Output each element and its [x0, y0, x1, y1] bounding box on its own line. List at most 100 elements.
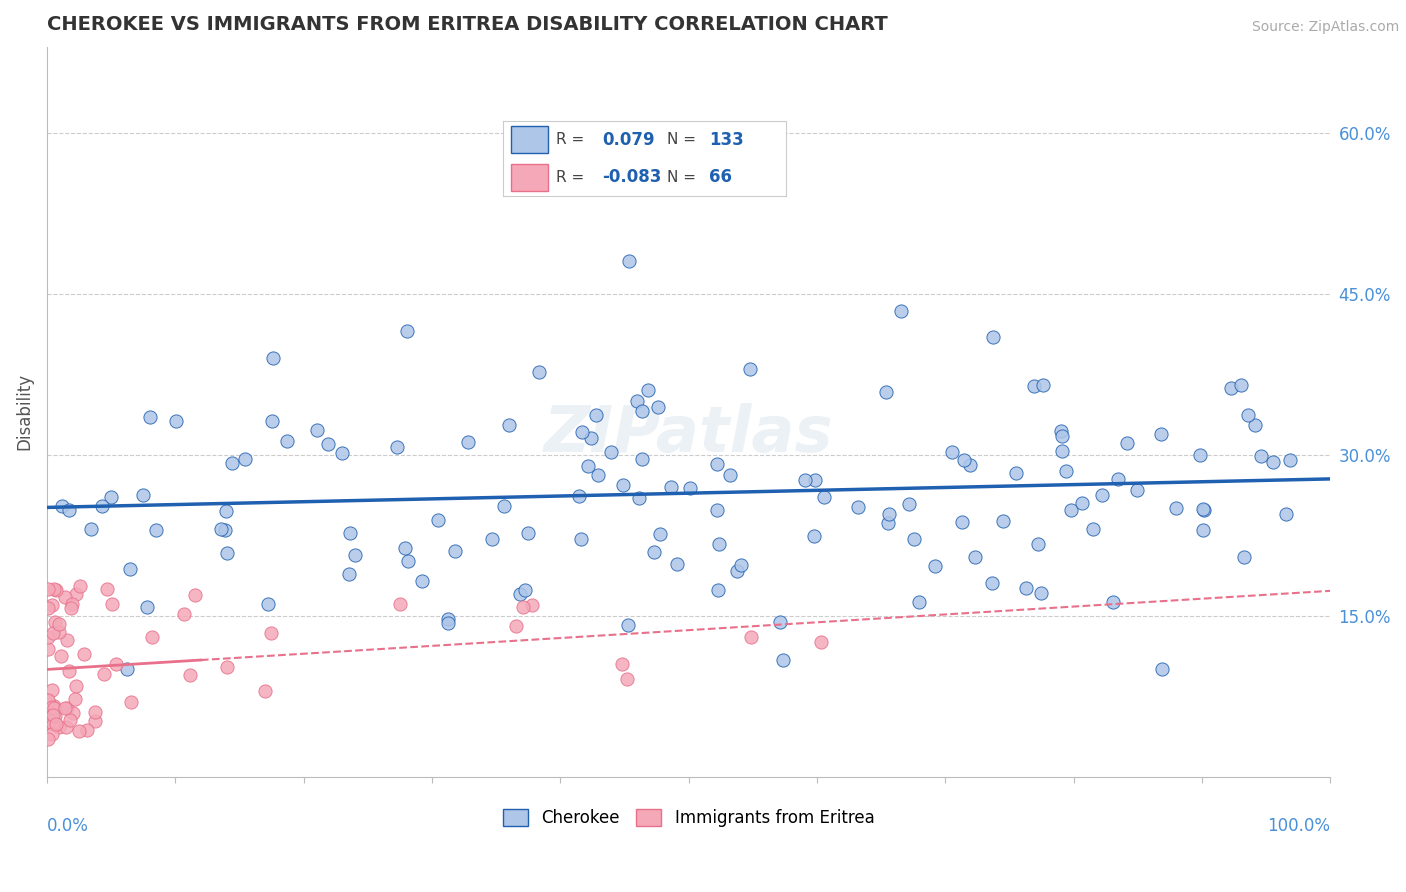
Point: [44, 709, 66, 723]
Point: [215, 504, 238, 518]
Point: [492, 499, 515, 513]
Point: [58, 503, 80, 517]
Point: [571, 532, 593, 546]
Point: [498, 418, 520, 433]
Point: [184, 588, 207, 602]
Point: [145, 523, 167, 537]
Point: [65, 587, 87, 601]
Point: [49, 649, 72, 664]
Point: [1054, 464, 1077, 478]
Point: [517, 526, 540, 541]
Point: [457, 435, 479, 450]
Text: Source: ZipAtlas.com: Source: ZipAtlas.com: [1251, 20, 1399, 34]
Point: [65, 692, 87, 706]
Point: [139, 409, 162, 424]
Y-axis label: Disability: Disability: [15, 373, 32, 450]
Point: [924, 558, 946, 573]
Point: [1192, 524, 1215, 538]
Point: [1005, 467, 1028, 481]
Point: [1164, 500, 1187, 515]
Point: [262, 351, 284, 365]
Point: [772, 653, 794, 667]
Point: [1050, 444, 1073, 458]
Point: [59, 601, 82, 615]
Point: [877, 516, 900, 530]
Point: [794, 473, 817, 487]
Point: [37, 694, 59, 708]
Point: [101, 597, 124, 611]
Point: [1263, 455, 1285, 469]
Text: ZIPatlas: ZIPatlas: [544, 402, 834, 465]
Point: [443, 544, 465, 558]
Point: [37, 582, 59, 596]
Point: [179, 667, 201, 681]
Point: [740, 630, 762, 644]
FancyBboxPatch shape: [512, 164, 548, 191]
Point: [959, 458, 981, 473]
Point: [1150, 427, 1173, 442]
Point: [1024, 378, 1046, 392]
Point: [738, 361, 761, 376]
Point: [1192, 503, 1215, 517]
Point: [76, 723, 98, 738]
Point: [37, 715, 59, 730]
Point: [67, 724, 90, 739]
Point: [897, 497, 920, 511]
Point: [1032, 378, 1054, 392]
Point: [91, 500, 114, 514]
Point: [394, 541, 416, 555]
Point: [1090, 488, 1112, 502]
Point: [209, 522, 232, 536]
Point: [44, 701, 66, 715]
Point: [118, 562, 141, 576]
Text: 0.0%: 0.0%: [46, 817, 89, 835]
Point: [41, 682, 63, 697]
Point: [48, 616, 70, 631]
Text: CHEROKEE VS IMMIGRANTS FROM ERITREA DISABILITY CORRELATION CHART: CHEROKEE VS IMMIGRANTS FROM ERITREA DISA…: [46, 15, 887, 34]
Point: [316, 437, 339, 451]
Point: [804, 474, 827, 488]
Point: [769, 615, 792, 630]
Point: [41, 598, 63, 612]
Legend: Cherokee, Immigrants from Eritrea: Cherokee, Immigrants from Eritrea: [496, 803, 882, 834]
Point: [509, 587, 531, 601]
Point: [643, 544, 665, 558]
Point: [1275, 507, 1298, 521]
Text: 133: 133: [710, 130, 744, 149]
Point: [612, 478, 634, 492]
Point: [41, 699, 63, 714]
Point: [51, 499, 73, 513]
Point: [515, 583, 537, 598]
Point: [41, 708, 63, 723]
Point: [616, 673, 638, 687]
Point: [1107, 472, 1129, 486]
Point: [846, 500, 869, 514]
Point: [617, 617, 640, 632]
Point: [65, 679, 87, 693]
Point: [44, 615, 66, 629]
Point: [41, 716, 63, 731]
Point: [941, 445, 963, 459]
Point: [619, 254, 641, 268]
Point: [437, 616, 460, 631]
Point: [512, 600, 534, 615]
Point: [260, 626, 283, 640]
Point: [387, 440, 409, 454]
Point: [37, 601, 59, 615]
Point: [115, 662, 138, 676]
Point: [214, 523, 236, 537]
Point: [253, 683, 276, 698]
Point: [120, 695, 142, 709]
Point: [725, 564, 748, 578]
Point: [62, 706, 84, 720]
Point: [1059, 502, 1081, 516]
Point: [890, 303, 912, 318]
Point: [576, 458, 599, 473]
Point: [41, 726, 63, 740]
Point: [396, 554, 419, 568]
Point: [579, 431, 602, 445]
Point: [135, 600, 157, 615]
Text: -0.083: -0.083: [602, 169, 661, 186]
Point: [980, 575, 1002, 590]
Point: [45, 717, 67, 731]
